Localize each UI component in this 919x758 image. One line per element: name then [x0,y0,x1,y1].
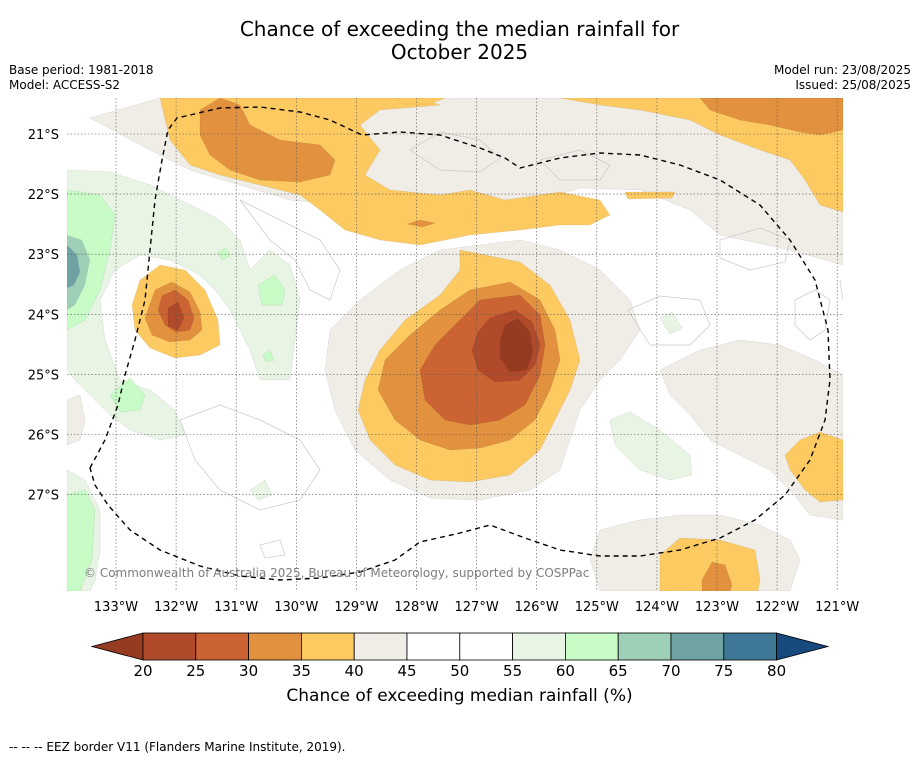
region-below-20 [500,318,533,372]
longitude-tick-label: 124°W [635,600,679,615]
green-area [109,377,146,413]
latitude-tick-label: 27°S [28,489,59,504]
orange-area [701,561,733,591]
longitude-tick-label: 128°W [394,600,438,615]
longitude-tick-label: 121°W [815,600,859,615]
longitude-tick-label: 122°W [755,600,799,615]
eez-border [89,106,831,581]
longitude-tick-label: 130°W [274,600,318,615]
colorbar-segment [459,632,513,661]
longitude-tick-label: 131°W [214,600,258,615]
green-area [217,247,231,261]
colorbar-extend-low [90,632,144,661]
latitude-labels: 21°S 22°S 23°S 24°S 25°S 26°S 27°S [28,128,59,504]
yellow-area [624,191,676,200]
longitude-tick-label: 123°W [695,600,739,615]
colorbar-tick-label: 55 [503,662,522,680]
colorbar-tick-label: 60 [556,662,575,680]
yellow-area [159,98,611,246]
longitude-labels: 133°W 132°W 131°W 130°W 129°W 128°W 127°W 126°W… [94,600,860,615]
model-run: Model run: 23/08/2025 [773,63,911,77]
run-info: Model run: 23/08/2025 Issued: 25/08/2025 [774,63,911,93]
longitude-tick-label: 126°W [515,600,559,615]
orange-area [199,98,336,183]
colorbar-segment [248,632,302,661]
eez-footnote: -- -- -- EEZ border V11 (Flanders Marine… [9,740,346,754]
yellow-area [659,537,761,591]
colorbar-tick-label: 75 [714,662,733,680]
palegreen-area [609,411,693,481]
colorbar-segment [565,632,619,661]
colorbar-tick-label: 45 [397,662,416,680]
yellow-area [559,98,843,213]
colorbar-tick-label: 40 [345,662,364,680]
colorbar-segment [512,632,566,661]
colorbar-segment [353,632,408,661]
colorbar-extend-high [776,632,830,661]
model-name: Model: ACCESS-S2 [9,78,121,92]
map-title: Chance of exceeding the median rainfall … [0,18,919,64]
beige-area [67,394,86,446]
grid-lines [67,98,843,591]
yellow-area [394,98,446,105]
latitude-tick-label: 22°S [28,188,59,203]
contour-lines [179,131,843,559]
title-line-1: Chance of exceeding the median rainfall … [239,17,680,41]
palegreen-area [249,479,273,501]
colorbar-segment [723,632,777,661]
palegreen-area [659,311,683,335]
colorbar-tick-label: 65 [609,662,628,680]
longitude-tick-label: 132°W [154,600,198,615]
colorbar: 20 25 30 35 40 45 50 55 60 65 70 75 80 [90,632,830,680]
orange-area [407,219,436,228]
longitude-tick-label: 129°W [334,600,378,615]
palegreen-area [67,169,301,441]
longitude-tick-label: 125°W [575,600,619,615]
green-area [257,274,286,306]
model-info: Base period: 1981-2018 Model: ACCESS-S2 [9,63,154,93]
base-period: Base period: 1981-2018 [9,63,154,77]
green-area [67,489,96,591]
colorbar-segment [406,632,461,661]
colorbar-tick-label: 80 [767,662,786,680]
latitude-tick-label: 25°S [28,368,59,383]
green-area [262,349,275,363]
colorbar-tick-label: 30 [239,662,258,680]
longitude-tick-label: 133°W [94,600,138,615]
colorbar-segment [670,632,725,661]
longitude-tick-label: 127°W [455,600,499,615]
latitude-tick-label: 21°S [28,128,59,143]
latitude-tick-label: 23°S [28,248,59,263]
colorbar-segment [300,632,355,661]
latitude-tick-label: 26°S [28,429,59,444]
region-70-75 [67,245,80,288]
colorbar-segment [142,632,197,661]
latitude-tick-label: 24°S [28,308,59,323]
colorbar-label: Chance of exceeding median rainfall (%) [286,686,633,706]
colorbar-segment [195,632,250,661]
copyright-notice: © Commonwealth of Australia 2025, Bureau… [84,566,589,580]
colorbar-tick-label: 70 [661,662,680,680]
orange-area [699,98,843,136]
colorbar-tick-label: 35 [292,662,311,680]
colorbar-tick-label: 25 [186,662,205,680]
colorbar-tick-label: 50 [450,662,469,680]
rainfall-map [67,98,843,591]
colorbar-segment [617,632,672,661]
issued-date: Issued: 25/08/2025 [795,78,911,92]
colorbar-tick-label: 20 [133,662,152,680]
yellow-area [784,431,843,503]
title-line-2: October 2025 [390,40,529,64]
